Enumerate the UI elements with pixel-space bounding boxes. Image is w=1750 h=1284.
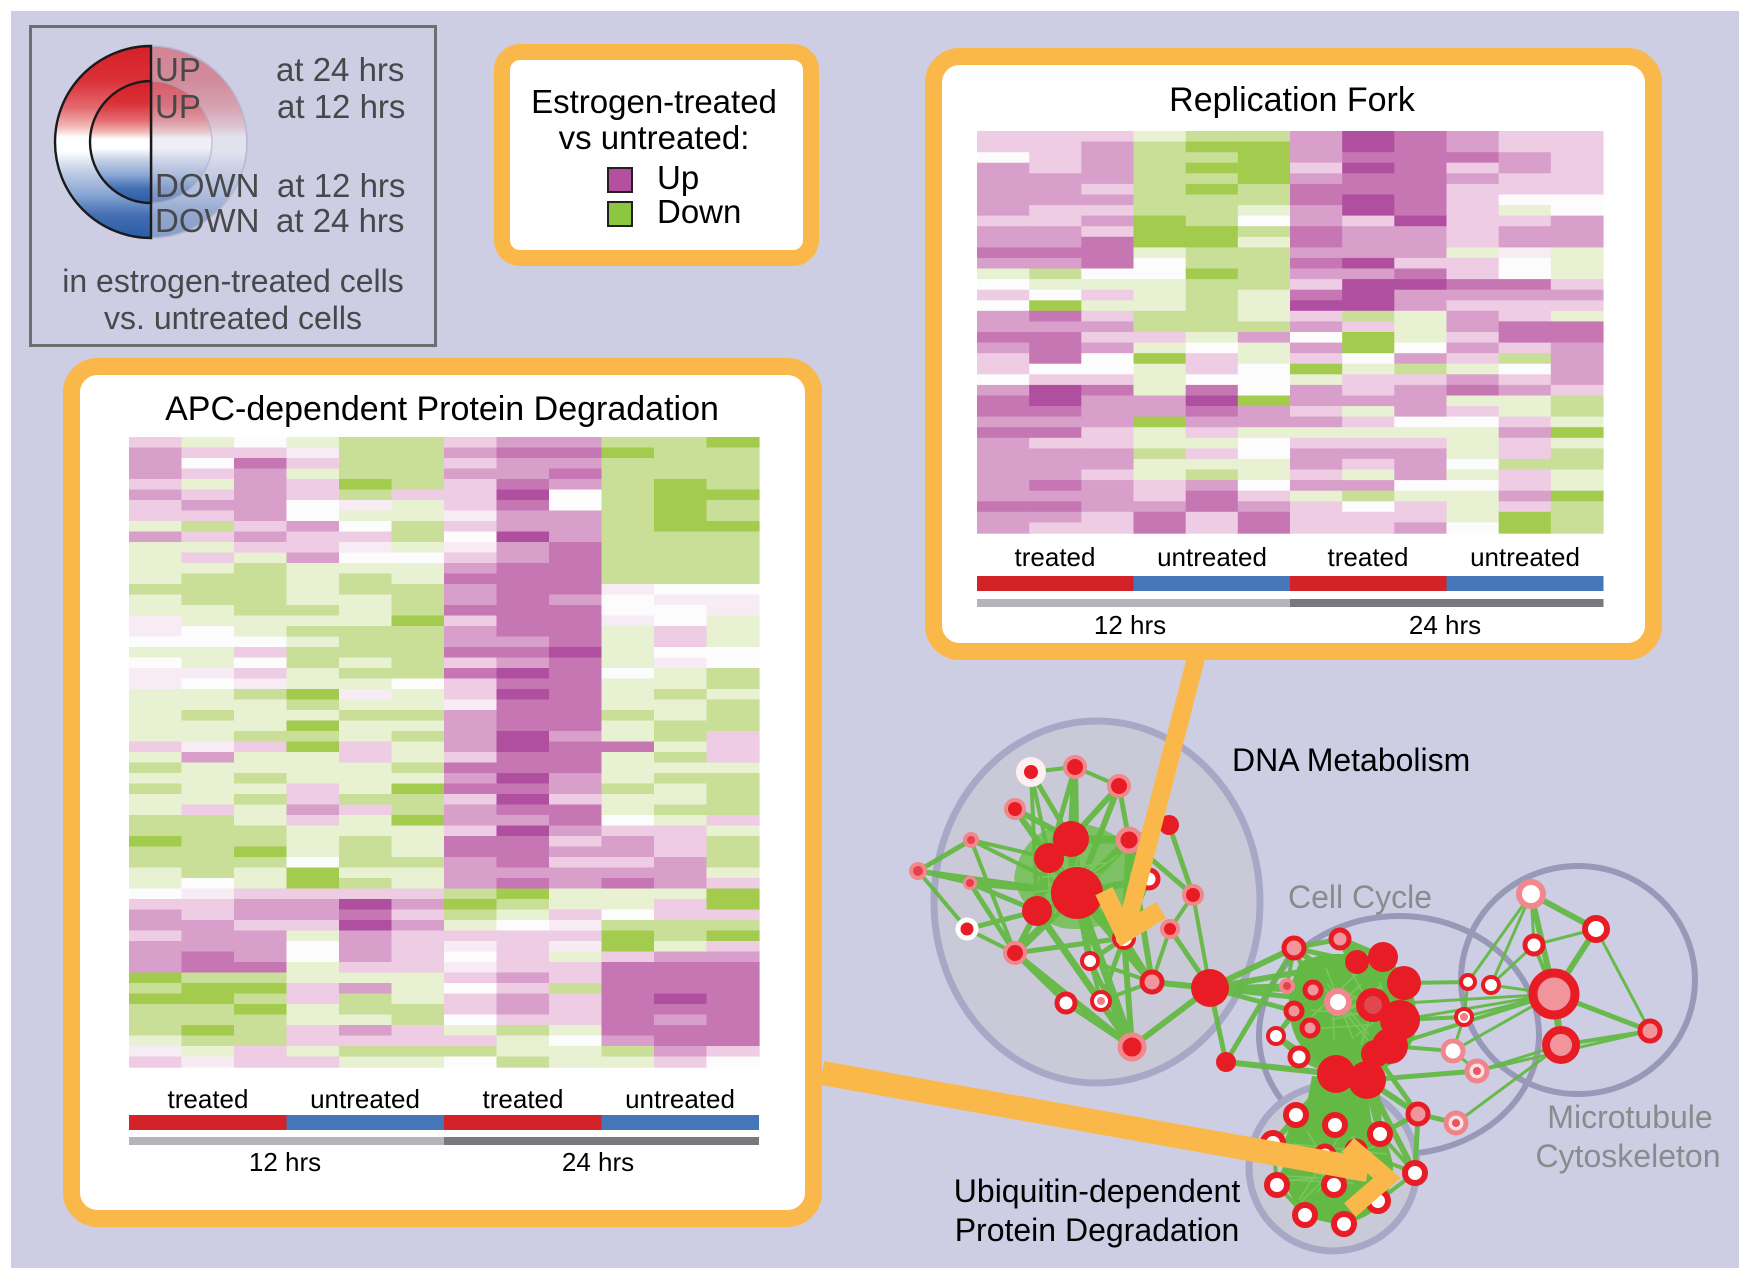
svg-text:untreated: untreated (310, 1084, 420, 1114)
svg-text:UP: UP (155, 88, 201, 125)
svg-text:Microtubule: Microtubule (1547, 1099, 1712, 1135)
svg-text:treated: treated (1328, 542, 1409, 572)
svg-text:12 hrs: 12 hrs (1094, 610, 1166, 640)
svg-text:DNA Metabolism: DNA Metabolism (1232, 742, 1470, 778)
svg-text:Cytoskeleton: Cytoskeleton (1536, 1138, 1721, 1174)
svg-text:Ubiquitin-dependent: Ubiquitin-dependent (954, 1173, 1241, 1209)
svg-text:at 24 hrs: at 24 hrs (276, 202, 404, 239)
svg-text:treated: treated (483, 1084, 564, 1114)
svg-text:treated: treated (1015, 542, 1096, 572)
svg-text:APC-dependent Protein Degradat: APC-dependent Protein Degradation (165, 390, 719, 428)
svg-text:Cell Cycle: Cell Cycle (1288, 879, 1432, 915)
svg-text:Up: Up (657, 159, 699, 196)
svg-text:vs. untreated cells: vs. untreated cells (104, 300, 362, 336)
svg-text:12 hrs: 12 hrs (249, 1147, 321, 1177)
svg-text:untreated: untreated (625, 1084, 735, 1114)
svg-text:UP: UP (155, 51, 201, 88)
svg-text:untreated: untreated (1157, 542, 1267, 572)
svg-text:Estrogen-treated: Estrogen-treated (531, 83, 777, 120)
svg-text:vs untreated:: vs untreated: (559, 119, 750, 156)
svg-text:Down: Down (657, 193, 741, 230)
svg-text:Replication Fork: Replication Fork (1169, 81, 1416, 119)
svg-text:Protein Degradation: Protein Degradation (955, 1212, 1240, 1248)
svg-text:DOWN: DOWN (155, 202, 259, 239)
svg-text:treated: treated (168, 1084, 249, 1114)
svg-text:at 24 hrs: at 24 hrs (276, 51, 404, 88)
svg-text:at 12 hrs: at 12 hrs (277, 167, 405, 204)
svg-text:24 hrs: 24 hrs (562, 1147, 634, 1177)
svg-text:DOWN: DOWN (155, 167, 259, 204)
svg-text:untreated: untreated (1470, 542, 1580, 572)
svg-text:at 12 hrs: at 12 hrs (277, 88, 405, 125)
svg-text:24 hrs: 24 hrs (1409, 610, 1481, 640)
svg-text:in estrogen-treated cells: in estrogen-treated cells (62, 263, 404, 299)
